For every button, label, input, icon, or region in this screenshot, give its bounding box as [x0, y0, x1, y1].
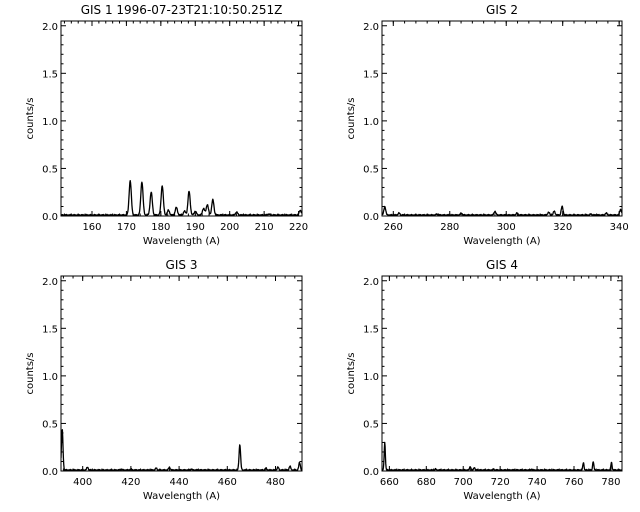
y-tick-label: 0.5: [42, 164, 58, 175]
y-axis-label: counts/s: [346, 97, 357, 139]
x-axis-label: Wavelength (A): [463, 236, 540, 247]
y-tick-label: 1.0: [42, 372, 58, 383]
x-tick-label: 680: [417, 477, 436, 488]
x-axis-label: Wavelength (A): [143, 491, 220, 502]
y-tick-label: 0.0: [363, 212, 379, 223]
y-axis-label: counts/s: [25, 97, 36, 139]
x-tick-label: 760: [564, 477, 583, 488]
x-tick-label: 460: [218, 477, 237, 488]
y-tick-label: 2.0: [363, 22, 379, 33]
chart-title: GIS 1 1996-07-23T21:10:50.251Z: [81, 3, 283, 17]
x-tick-label: 300: [497, 222, 516, 233]
y-axis-label: counts/s: [25, 352, 36, 394]
y-tick-label: 0.0: [42, 467, 58, 478]
series-line: [61, 179, 302, 216]
y-tick-label: 2.0: [42, 22, 58, 33]
y-tick-label: 0.5: [363, 419, 379, 430]
chart-title: GIS 3: [166, 258, 198, 272]
x-tick-label: 280: [440, 222, 459, 233]
x-tick-label: 480: [266, 477, 285, 488]
chart-panel-2: GIS 2 260 280 300 320 340 0.0 0.5 1.0 1.5 2.0 Wavel…: [346, 3, 629, 247]
plot-frame: [60, 20, 303, 217]
x-tick-label: 440: [170, 477, 189, 488]
x-tick-label: 160: [82, 222, 101, 233]
chart-panel-4: GIS 4 660 680 700 720 740 760 780 0.0 0.5 1.0 1.5 2.…: [346, 258, 623, 502]
x-tick-label: 260: [384, 222, 403, 233]
chart-title: GIS 4: [486, 258, 518, 272]
x-axis-label: Wavelength (A): [143, 236, 220, 247]
y-tick-label: 1.5: [363, 324, 379, 335]
x-tick-label: 740: [528, 477, 547, 488]
x-tick-label: 190: [186, 222, 205, 233]
series-line: [382, 205, 622, 216]
y-tick-label: 1.0: [363, 117, 379, 128]
y-tick-label: 1.5: [42, 324, 58, 335]
y-tick-label: 2.0: [363, 277, 379, 288]
y-tick-label: 0.0: [363, 467, 379, 478]
x-tick-label: 400: [73, 477, 92, 488]
chart-title: GIS 2: [486, 3, 518, 17]
y-tick-label: 0.0: [42, 212, 58, 223]
x-axis-label: Wavelength (A): [463, 491, 540, 502]
chart-panel-1: GIS 1 1996-07-23T21:10:50.251Z 160 170 180 1…: [25, 3, 308, 247]
y-tick-label: 1.5: [42, 69, 58, 80]
chart-panel-3: GIS 3 400 420 440 460 480 0.0 0.5 1.0 1.5 2.0 Wavel…: [25, 258, 303, 502]
x-tick-label: 780: [601, 477, 620, 488]
x-tick-label: 220: [289, 222, 308, 233]
series-line: [61, 429, 302, 471]
x-tick-label: 170: [117, 222, 136, 233]
x-tick-label: 340: [610, 222, 629, 233]
series-line: [382, 441, 622, 471]
y-tick-label: 2.0: [42, 277, 58, 288]
x-tick-label: 720: [491, 477, 510, 488]
x-tick-label: 180: [151, 222, 170, 233]
x-tick-label: 420: [121, 477, 140, 488]
plot-frame: [381, 275, 623, 472]
plot-frame: [381, 20, 623, 217]
plot-frame: [60, 275, 303, 472]
y-tick-label: 1.5: [363, 69, 379, 80]
y-tick-label: 0.5: [42, 419, 58, 430]
x-tick-label: 320: [553, 222, 572, 233]
x-tick-label: 200: [220, 222, 239, 233]
x-tick-label: 210: [255, 222, 274, 233]
y-axis-label: counts/s: [346, 352, 357, 394]
x-tick-label: 660: [380, 477, 399, 488]
y-tick-label: 1.0: [363, 372, 379, 383]
x-tick-label: 700: [454, 477, 473, 488]
y-tick-label: 1.0: [42, 117, 58, 128]
y-tick-label: 0.5: [363, 164, 379, 175]
